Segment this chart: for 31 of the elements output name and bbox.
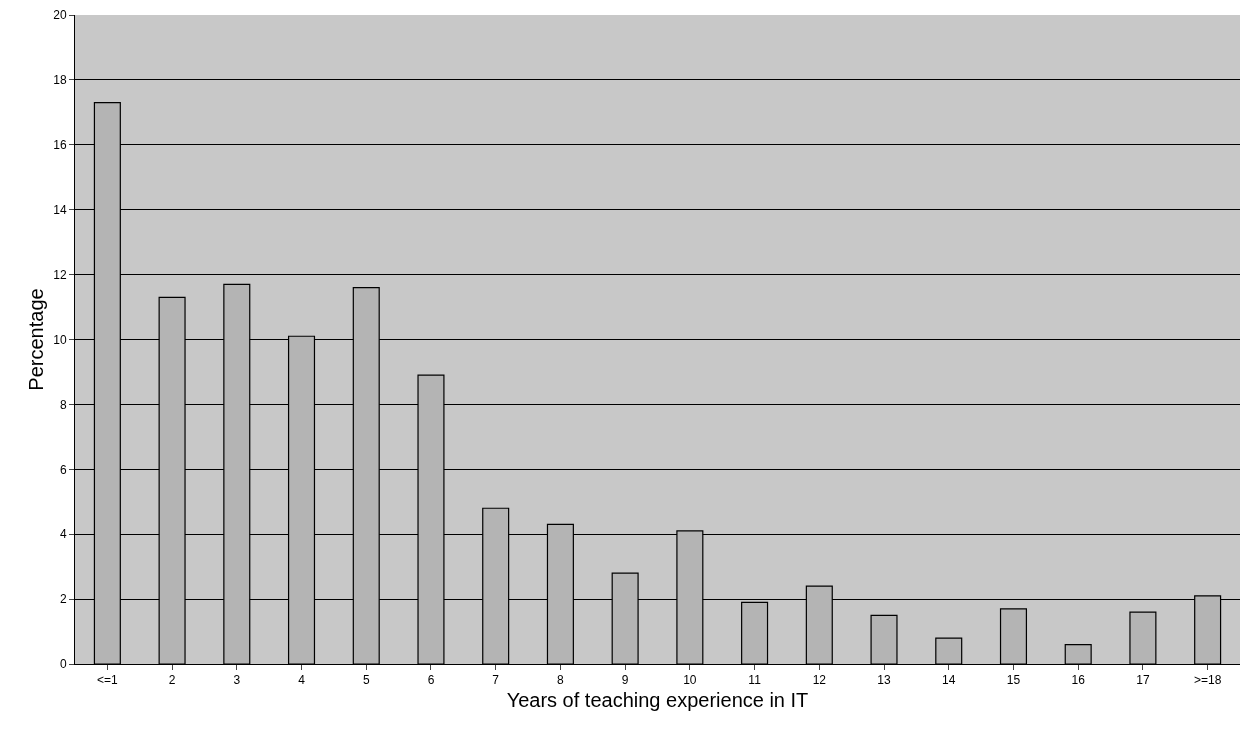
x-tick-label: 2 <box>168 673 176 688</box>
y-tick-label: 2 <box>59 592 67 607</box>
y-tick-label: 16 <box>53 138 67 152</box>
y-tick-label: 10 <box>53 332 67 347</box>
x-tick-label: <=1 <box>97 673 119 688</box>
x-tick-label: 16 <box>1071 673 1086 688</box>
y-tick-label: 4 <box>59 527 67 542</box>
y-tick-label: 18 <box>53 73 67 88</box>
y-axis-title: Percentage <box>24 288 47 391</box>
y-tick-label: 0 <box>59 657 67 672</box>
x-tick-label: 15 <box>1006 673 1021 688</box>
x-tick-label: 6 <box>427 673 435 688</box>
x-tick-label: 7 <box>492 673 500 688</box>
x-tick-label: 17 <box>1136 673 1150 688</box>
x-tick-label: 8 <box>557 673 565 688</box>
x-tick-label: 12 <box>812 673 827 688</box>
x-tick-label: 13 <box>877 673 892 688</box>
x-tick-label: 10 <box>683 673 697 688</box>
x-tick-label: 14 <box>942 673 956 688</box>
x-tick-label: 11 <box>748 673 762 688</box>
y-tick-label: 8 <box>59 397 67 412</box>
x-tick-label: >=18 <box>1193 673 1222 688</box>
x-tick-label: 9 <box>621 673 629 688</box>
y-tick-label: 14 <box>53 202 67 217</box>
x-tick-label: 4 <box>298 673 306 688</box>
y-tick-label: 20 <box>53 8 67 23</box>
y-tick-label: 6 <box>59 462 67 477</box>
x-tick-label: 5 <box>362 673 370 688</box>
x-tick-label: 3 <box>233 673 241 688</box>
x-axis-title: Years of teaching experience in IT <box>506 688 809 711</box>
y-tick-label: 12 <box>53 267 67 282</box>
